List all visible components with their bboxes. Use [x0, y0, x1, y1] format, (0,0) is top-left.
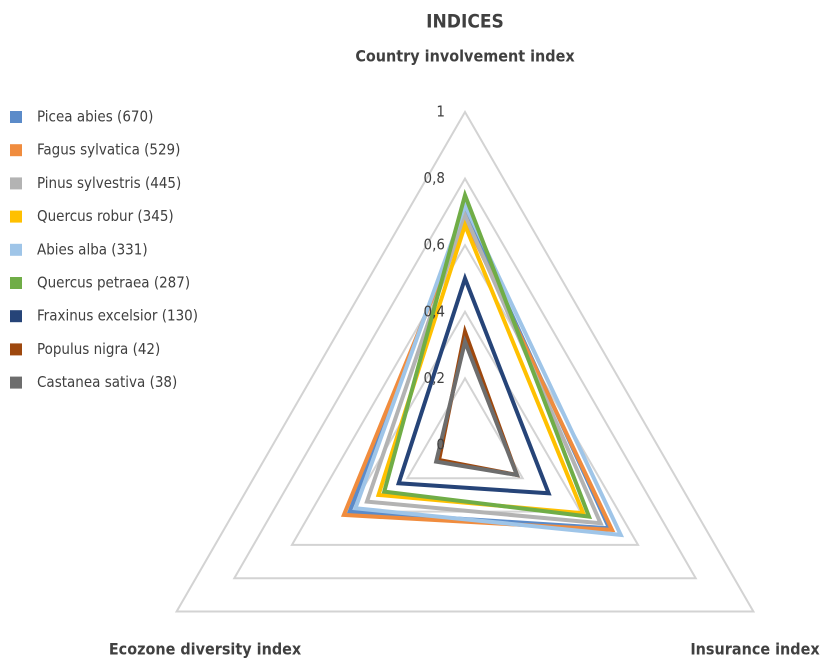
series-line [352, 200, 625, 538]
y-tick-label: 0,2 [424, 369, 445, 387]
legend-swatch [10, 310, 22, 323]
y-tick-label: 0,4 [424, 302, 445, 320]
legend-label: Pinus sylvestris (445) [37, 174, 181, 192]
legend-swatch [10, 144, 22, 157]
grid-line [290, 243, 640, 546]
axis-label: Ecozone diversity index [109, 640, 302, 659]
series-line [433, 335, 521, 478]
chart-title: INDICES [426, 11, 504, 33]
axis-label: Country involvement index [355, 47, 575, 66]
legend-swatch [10, 277, 22, 289]
y-tick-label: 0 [436, 436, 445, 454]
grid-line [232, 176, 698, 580]
y-tick-label: 1 [436, 103, 445, 121]
legend-label: Quercus robur (345) [37, 207, 174, 225]
y-tick-label: 0,8 [424, 169, 445, 187]
legend-label: Castanea sativa (38) [37, 373, 177, 391]
grid-line [174, 110, 756, 613]
grid-line [405, 376, 525, 480]
legend-swatch [10, 210, 22, 223]
legend-swatch [10, 243, 22, 256]
legend-label: Fagus sylvatica (529) [37, 141, 180, 159]
legend-label: Populus nigra (42) [37, 340, 160, 358]
legend-swatch [10, 111, 22, 123]
legend-swatch [10, 376, 22, 389]
legend-label: Fraxinus excelsior (130) [37, 307, 198, 325]
y-tick-label: 0,6 [424, 236, 445, 254]
series-line [395, 272, 552, 496]
legend-swatch [10, 177, 22, 190]
legend-label: Quercus petraea (287) [37, 274, 190, 292]
legend-swatch [10, 343, 22, 356]
legend-label: Abies alba (331) [37, 240, 148, 258]
legend-label: Picea abies (670) [37, 108, 153, 126]
axis-label: Insurance index [690, 640, 820, 659]
series-line [381, 188, 593, 519]
